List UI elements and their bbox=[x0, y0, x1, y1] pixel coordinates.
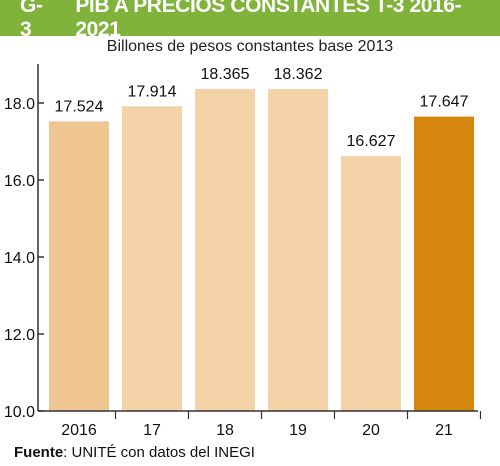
y-tick-label: 18.0 bbox=[4, 96, 35, 113]
source-text: : UNITÉ con datos del INEGI bbox=[63, 444, 255, 461]
y-tick-label: 10.0 bbox=[4, 404, 35, 421]
x-tick-label: 2016 bbox=[61, 422, 97, 439]
bar bbox=[49, 121, 109, 412]
bar bbox=[195, 88, 255, 411]
bar-value-label: 17.524 bbox=[55, 98, 104, 115]
x-tick-label: 20 bbox=[362, 422, 380, 439]
bar-value-label: 17.914 bbox=[128, 83, 177, 100]
chart-code: G-3 bbox=[20, 0, 43, 41]
x-tick-label: 19 bbox=[289, 422, 307, 439]
x-tick-label: 17 bbox=[143, 422, 161, 439]
y-tick-label: 14.0 bbox=[4, 250, 35, 267]
y-tick-label: 16.0 bbox=[4, 173, 35, 190]
y-tick-label: 12.0 bbox=[4, 327, 35, 344]
chart-title-banner: G-3 PIB A PRECIOS CONSTANTES T-3 2016-20… bbox=[0, 0, 500, 41]
bar-value-label: 17.647 bbox=[420, 94, 469, 111]
bar-chart: 10.0 12.0 14.0 16.0 18.0 17.524 2016 17.914 17 18… bbox=[4, 64, 482, 439]
bar bbox=[414, 116, 474, 411]
bar-value-label: 18.365 bbox=[201, 66, 250, 83]
bar-value-label: 18.362 bbox=[274, 66, 323, 83]
bar bbox=[341, 155, 401, 411]
x-tick-label: 18 bbox=[216, 422, 234, 439]
bar bbox=[268, 89, 328, 412]
x-tick-label: 21 bbox=[435, 422, 453, 439]
source-label: Fuente bbox=[14, 444, 64, 461]
chart-title: PIB A PRECIOS CONSTANTES T-3 2016-2021 bbox=[75, 0, 462, 41]
bar-value-label: 16.627 bbox=[347, 133, 396, 150]
chart-subtitle: Billones de pesos constantes base 2013 bbox=[106, 38, 394, 55]
source-note: Fuente: UNITÉ con datos del INEGI bbox=[14, 444, 255, 461]
bar bbox=[122, 106, 182, 411]
